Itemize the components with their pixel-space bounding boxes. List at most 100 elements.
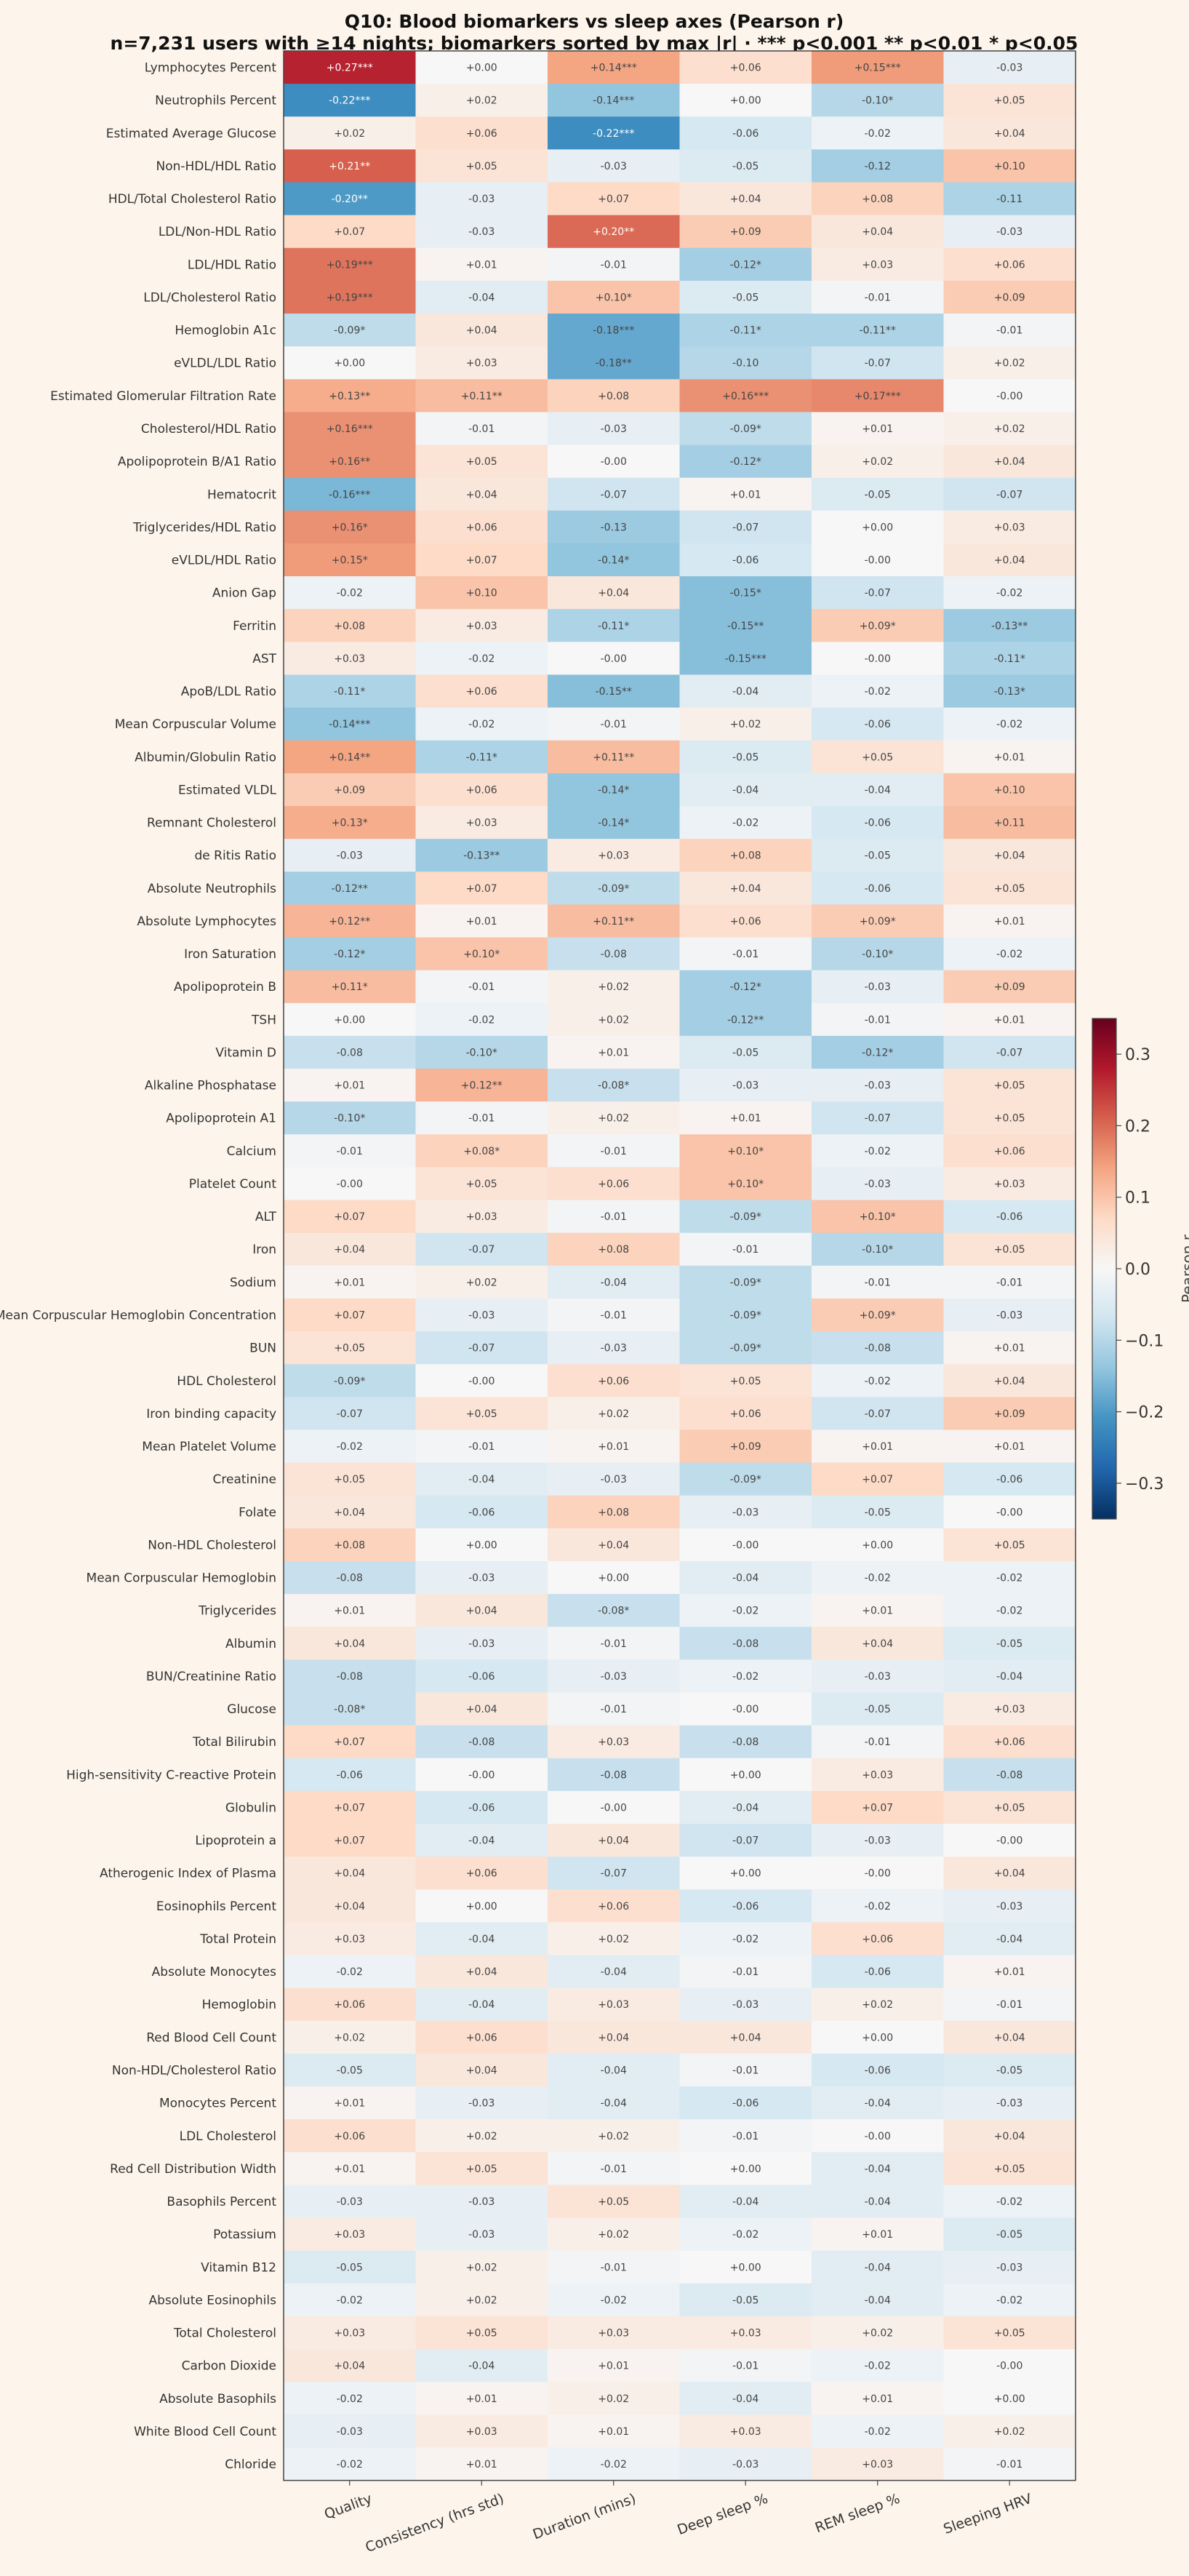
heatmap-cell xyxy=(415,543,548,577)
cell-value: -0.02 xyxy=(865,686,891,698)
heatmap-cell xyxy=(943,1069,1076,1102)
cell-value: -0.03 xyxy=(337,850,363,862)
cell-value: +0.06 xyxy=(598,1179,629,1190)
heatmap-cell xyxy=(943,1397,1076,1431)
heatmap-cell xyxy=(812,543,945,577)
cell-value: -0.10 xyxy=(732,358,758,370)
heatmap-cell xyxy=(943,477,1076,511)
heatmap-cell xyxy=(812,1167,945,1201)
heatmap-cell xyxy=(284,2382,417,2415)
cell-value: +0.06 xyxy=(598,1376,629,1387)
cell-value: -0.02 xyxy=(601,2459,627,2471)
heatmap-cell xyxy=(415,314,548,347)
heatmap-cell xyxy=(415,444,548,479)
heatmap-cell xyxy=(415,970,548,1004)
column-label: Duration (mins) xyxy=(531,2491,638,2543)
heatmap-cell xyxy=(548,116,681,150)
heatmap-cell xyxy=(679,1265,812,1299)
heatmap-cell xyxy=(284,904,417,938)
heatmap-cell xyxy=(679,1528,812,1562)
row-label: eVLDL/LDL Ratio xyxy=(174,356,276,371)
heatmap-cell xyxy=(679,1987,812,2022)
cell-value: +0.06 xyxy=(466,784,497,796)
heatmap-cell xyxy=(284,2283,417,2317)
cell-value: -0.03 xyxy=(601,161,627,172)
heatmap-cell xyxy=(284,2316,417,2350)
cell-value: -0.04 xyxy=(865,2294,891,2306)
heatmap-cell xyxy=(943,2086,1076,2120)
cell-value: -0.04 xyxy=(732,1573,758,1584)
cell-value: -0.06 xyxy=(468,1507,495,1518)
cell-value: +0.05 xyxy=(598,2196,629,2208)
heatmap-cell xyxy=(943,1659,1076,1694)
cell-value: -0.01 xyxy=(601,1310,627,1322)
cell-value: -0.01 xyxy=(601,1704,627,1715)
cell-value: -0.06 xyxy=(732,1901,758,1913)
cell-value: +0.00 xyxy=(598,1573,629,1584)
heatmap-cell xyxy=(943,773,1076,807)
heatmap-cell xyxy=(943,937,1076,971)
cell-value: -0.08 xyxy=(337,1047,363,1058)
heatmap-cell xyxy=(284,1232,417,1267)
cell-value: +0.05 xyxy=(994,883,1025,895)
heatmap-cell xyxy=(284,280,417,314)
heatmap-cell xyxy=(943,314,1076,347)
heatmap-cell xyxy=(548,1167,681,1201)
heatmap-cell xyxy=(548,707,681,741)
row-label: Total Bilirubin xyxy=(192,1735,276,1750)
cell-value: -0.00 xyxy=(865,2131,891,2142)
cell-value: +0.09* xyxy=(860,916,896,928)
heatmap-cell xyxy=(679,773,812,807)
cell-value: +0.02 xyxy=(466,2262,497,2273)
heatmap-cell xyxy=(679,839,812,872)
cell-value: -0.08 xyxy=(337,1671,363,1683)
cell-value: +0.03 xyxy=(598,2328,629,2340)
cell-value: +0.06 xyxy=(994,1146,1025,1157)
heatmap-cell xyxy=(943,379,1076,413)
heatmap-cell xyxy=(679,1627,812,1660)
row-label: Total Protein xyxy=(199,1932,276,1947)
heatmap-cell xyxy=(812,346,945,380)
cell-value: +0.03 xyxy=(598,1999,629,2011)
cell-value: -0.07 xyxy=(996,1047,1022,1058)
heatmap-cell xyxy=(284,2414,417,2449)
cell-value: -0.02 xyxy=(468,719,495,730)
cell-value: -0.02 xyxy=(996,949,1022,960)
heatmap-cell xyxy=(415,1035,548,1069)
cell-value: -0.05 xyxy=(732,292,758,303)
cell-value: +0.10* xyxy=(727,1179,764,1190)
colorbar-tick-label: 0.1 xyxy=(1125,1189,1150,1208)
cell-value: +0.05 xyxy=(994,1802,1025,1814)
heatmap-cell xyxy=(415,642,548,676)
heatmap-cell xyxy=(284,1824,417,1857)
colorbar-tick-label: 0.2 xyxy=(1125,1117,1150,1136)
cell-value: +0.08 xyxy=(730,850,761,862)
cell-value: -0.13** xyxy=(463,850,500,862)
cell-value: -0.07 xyxy=(732,522,758,533)
cell-value: -0.12* xyxy=(862,1047,893,1058)
heatmap-cell xyxy=(284,1462,417,1496)
cell-value: +0.00 xyxy=(334,358,365,370)
cell-value: -0.05 xyxy=(996,2229,1022,2241)
heatmap-cell xyxy=(679,2349,812,2382)
cell-value: -0.14* xyxy=(598,784,629,796)
row-label: HDL/Total Cholesterol Ratio xyxy=(108,192,276,207)
cell-value: +0.04 xyxy=(730,194,761,205)
heatmap-cell xyxy=(943,51,1076,84)
cell-value: +0.04 xyxy=(598,1539,629,1551)
heatmap-cell xyxy=(679,1758,812,1792)
cell-value: -0.09* xyxy=(730,1277,761,1288)
cell-value: -0.06 xyxy=(865,2065,891,2076)
cell-value: +0.07 xyxy=(334,1802,365,1814)
heatmap-cell xyxy=(812,1397,945,1431)
heatmap-cell xyxy=(548,1790,681,1825)
cell-value: -0.12* xyxy=(730,456,761,468)
cell-value: -0.04 xyxy=(732,784,758,796)
heatmap-cell xyxy=(284,609,417,642)
heatmap-cell xyxy=(415,215,548,249)
cell-value: +0.05 xyxy=(334,1343,365,1355)
cell-value: -0.03 xyxy=(337,2196,363,2208)
cell-value: -0.06 xyxy=(732,128,758,140)
row-label: Lipoprotein a xyxy=(195,1834,276,1849)
row-label: Remnant Cholesterol xyxy=(147,816,276,831)
